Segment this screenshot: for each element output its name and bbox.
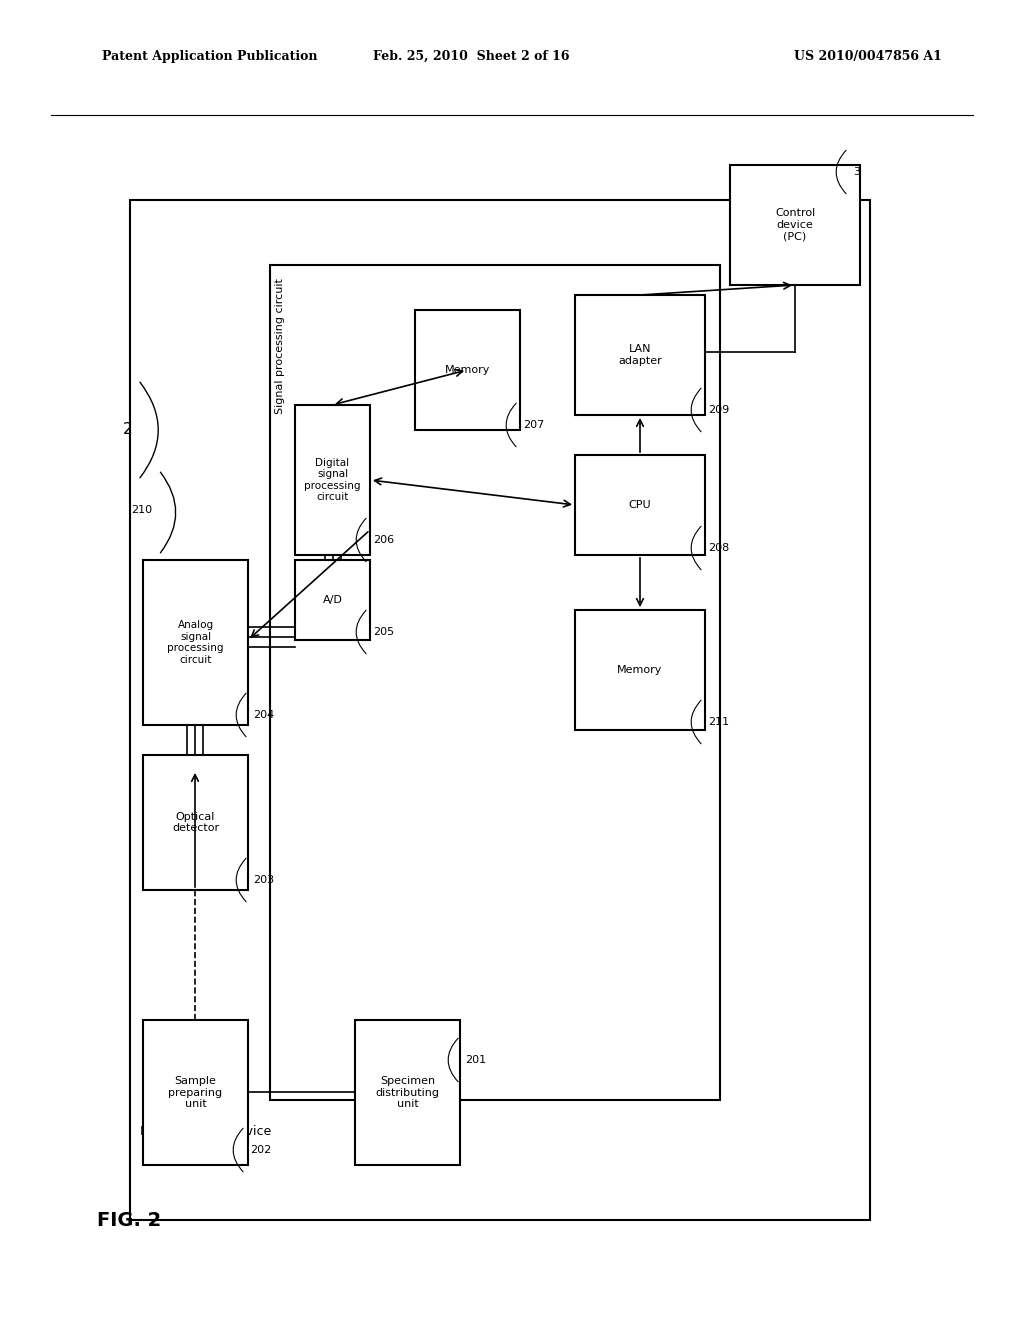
- Text: 205: 205: [373, 627, 394, 638]
- Bar: [415, 310, 520, 430]
- Text: Optical
detector: Optical detector: [172, 812, 219, 833]
- Bar: [143, 755, 248, 890]
- Text: 202: 202: [250, 1144, 271, 1155]
- Text: Feb. 25, 2010  Sheet 2 of 16: Feb. 25, 2010 Sheet 2 of 16: [373, 50, 569, 63]
- Bar: [575, 455, 705, 554]
- Bar: [730, 165, 860, 285]
- Text: 209: 209: [709, 405, 729, 414]
- Text: FIG. 2: FIG. 2: [97, 1212, 162, 1230]
- Text: 208: 208: [709, 543, 729, 553]
- Text: 204: 204: [253, 710, 274, 719]
- Text: 207: 207: [523, 420, 545, 430]
- Bar: [143, 560, 248, 725]
- Text: Memory: Memory: [617, 665, 663, 675]
- Bar: [575, 294, 705, 414]
- Text: 210: 210: [131, 506, 153, 515]
- Text: 203: 203: [253, 875, 274, 884]
- Bar: [355, 1020, 460, 1166]
- Text: 206: 206: [373, 535, 394, 545]
- Bar: [130, 201, 870, 1220]
- Text: 201: 201: [465, 1055, 486, 1065]
- Text: Digital
signal
processing
circuit: Digital signal processing circuit: [304, 458, 360, 503]
- Bar: [295, 405, 370, 554]
- Text: 211: 211: [709, 717, 729, 727]
- Text: Specimen
distributing
unit: Specimen distributing unit: [376, 1076, 439, 1109]
- Text: LAN
adapter: LAN adapter: [618, 345, 662, 366]
- Text: Memory: Memory: [444, 366, 490, 375]
- Text: CPU: CPU: [629, 500, 651, 510]
- Text: A/D: A/D: [323, 595, 342, 605]
- Text: US 2010/0047856 A1: US 2010/0047856 A1: [795, 50, 942, 63]
- Bar: [295, 560, 370, 640]
- Text: 3: 3: [853, 168, 860, 177]
- Text: Signal processing circuit: Signal processing circuit: [275, 279, 285, 414]
- Bar: [575, 610, 705, 730]
- Text: Measurement device: Measurement device: [140, 1126, 271, 1138]
- Text: Sample
preparing
unit: Sample preparing unit: [168, 1076, 222, 1109]
- Text: Analog
signal
processing
circuit: Analog signal processing circuit: [167, 620, 224, 665]
- Text: 2: 2: [123, 422, 133, 437]
- Text: Patent Application Publication: Patent Application Publication: [102, 50, 317, 63]
- Text: Control
device
(PC): Control device (PC): [775, 209, 815, 242]
- Bar: [143, 1020, 248, 1166]
- Bar: [270, 265, 720, 1100]
